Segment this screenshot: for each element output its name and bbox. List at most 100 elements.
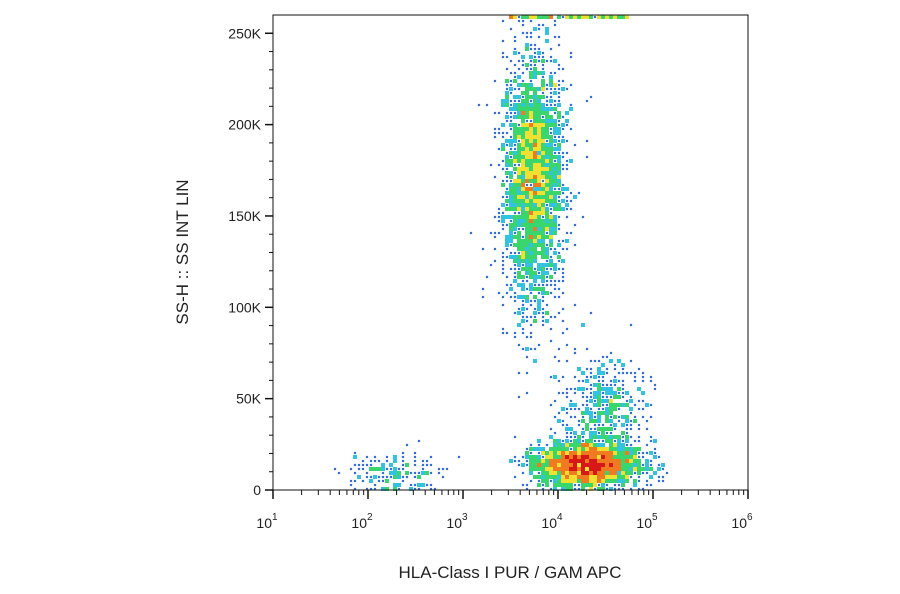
event-density-cell — [545, 451, 549, 455]
event-density-cell — [545, 59, 549, 63]
event-density-cell — [521, 187, 525, 191]
event-density-cell — [545, 119, 549, 123]
event-density-cell — [629, 447, 633, 451]
event-density-cell — [553, 131, 557, 135]
event-density-cell — [645, 463, 649, 467]
event-density-cell — [613, 427, 617, 431]
event-density-cell — [613, 483, 617, 487]
event-density-cell — [657, 479, 661, 483]
event-density-cell — [541, 247, 545, 251]
event-density-cell — [537, 467, 541, 471]
event-density-cell — [533, 315, 537, 319]
event-density-cell — [549, 231, 553, 235]
event-density-cell — [541, 159, 545, 163]
event-density-cell — [529, 63, 533, 67]
event-density-cell — [529, 99, 533, 103]
event-density-cell — [533, 99, 537, 103]
event-density-cell — [537, 475, 541, 479]
event-density-cell — [637, 463, 641, 467]
event-density-cell — [629, 443, 633, 447]
event-density-cell — [517, 111, 521, 115]
event-density-cell — [561, 467, 565, 471]
event-density-cell — [593, 395, 597, 399]
event-density-cell — [517, 271, 521, 275]
event-density-cell — [545, 255, 549, 259]
event-density-cell — [541, 119, 545, 123]
event-density-cell — [569, 431, 573, 435]
event-density-cell — [429, 483, 433, 487]
event-density-cell — [529, 139, 533, 143]
event-density-cell — [621, 463, 625, 467]
event-density-cell — [389, 463, 393, 467]
event-density-cell — [509, 111, 513, 115]
event-density-cell — [597, 399, 601, 403]
event-density-cell — [565, 459, 569, 463]
event-density-cell — [513, 203, 517, 207]
event-density-cell — [621, 387, 625, 391]
event-density-cell — [621, 447, 625, 451]
event-density-cell — [517, 255, 521, 259]
event-density-cell — [629, 407, 633, 411]
event-density-cell — [517, 463, 521, 467]
event-density-cell — [565, 215, 569, 219]
event-density-cell — [637, 367, 641, 371]
event-density-cell — [589, 311, 593, 315]
event-density-cell — [653, 451, 657, 455]
event-density-cell — [617, 455, 621, 459]
event-density-cell — [421, 467, 425, 471]
event-density-cell — [593, 443, 597, 447]
event-density-cell — [533, 247, 537, 251]
event-density-cell — [541, 207, 545, 211]
event-density-cell — [545, 227, 549, 231]
event-density-cell — [569, 459, 573, 463]
event-density-cell — [433, 487, 437, 491]
event-density-cell — [549, 147, 553, 151]
event-density-cell — [557, 467, 561, 471]
event-density-cell — [621, 467, 625, 471]
event-density-cell — [509, 267, 513, 271]
event-density-cell — [537, 227, 541, 231]
event-density-cell — [565, 343, 569, 347]
event-density-cell — [541, 175, 545, 179]
event-density-cell — [645, 419, 649, 423]
event-density-cell — [593, 359, 597, 363]
event-density-cell — [557, 267, 561, 271]
event-density-cell — [525, 275, 529, 279]
event-density-cell — [513, 255, 517, 259]
event-density-cell — [401, 451, 405, 455]
event-density-cell — [561, 199, 565, 203]
event-density-cell — [617, 443, 621, 447]
event-density-cell — [589, 387, 593, 391]
event-density-cell — [569, 427, 573, 431]
event-density-cell — [557, 67, 561, 71]
event-density-cell — [525, 183, 529, 187]
event-density-cell — [521, 219, 525, 223]
event-density-cell — [525, 371, 529, 375]
event-density-cell — [605, 475, 609, 479]
event-density-cell — [509, 179, 513, 183]
event-density-cell — [533, 183, 537, 187]
event-density-cell — [517, 151, 521, 155]
event-density-cell — [605, 483, 609, 487]
event-density-cell — [589, 415, 593, 419]
event-density-cell — [617, 415, 621, 419]
event-density-cell — [557, 455, 561, 459]
event-density-cell — [545, 171, 549, 175]
event-density-cell — [537, 143, 541, 147]
event-density-cell — [577, 435, 581, 439]
event-density-cell — [521, 327, 525, 331]
event-density-cell — [553, 195, 557, 199]
event-density-cell — [557, 251, 561, 255]
event-density-cell — [525, 87, 529, 91]
x-tick-base: 10 — [636, 515, 652, 531]
event-density-cell — [525, 259, 529, 263]
event-density-cell — [609, 387, 613, 391]
event-density-cell — [605, 459, 609, 463]
event-density-cell — [509, 191, 513, 195]
event-density-cell — [565, 455, 569, 459]
event-density-cell — [545, 15, 549, 19]
event-density-cell — [549, 267, 553, 271]
event-density-cell — [529, 267, 533, 271]
event-density-cell — [537, 471, 541, 475]
